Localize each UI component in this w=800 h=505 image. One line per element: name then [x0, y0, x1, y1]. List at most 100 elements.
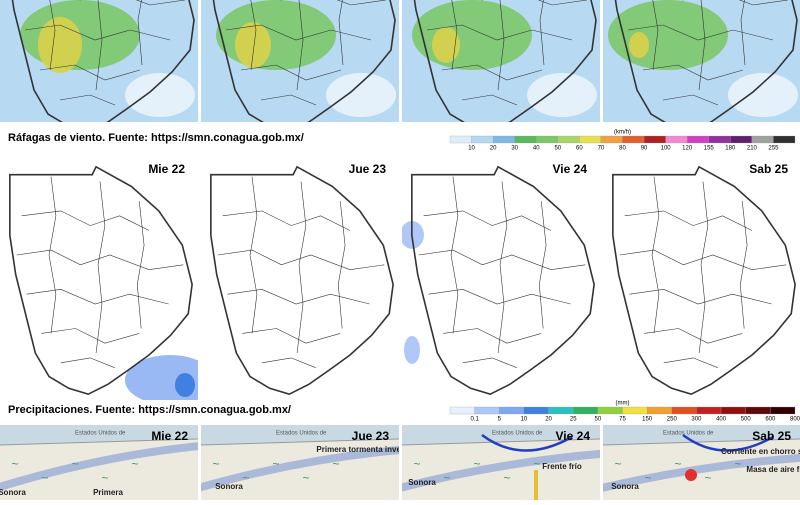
panel-bg [201, 155, 399, 400]
legend-swatch [449, 135, 472, 144]
municipal-border [240, 64, 342, 81]
municipal-border [642, 64, 744, 81]
legend-tick: 400 [716, 417, 727, 423]
wind-symbol: ~ [503, 471, 510, 485]
legend-swatch [523, 406, 549, 415]
legend-tick: 250 [667, 417, 678, 423]
state-map [411, 165, 595, 396]
municipal-border [651, 176, 660, 334]
land [402, 439, 600, 500]
jet-stream [201, 446, 399, 492]
municipal-border [222, 210, 351, 231]
gust-area [38, 17, 82, 73]
state-outline [9, 165, 193, 396]
municipal-border [95, 0, 103, 91]
state-map [612, 165, 796, 396]
state-map [413, 0, 597, 122]
legend-tick: 120 [682, 146, 693, 152]
municipal-border [227, 288, 370, 305]
legend-swatch [449, 406, 475, 415]
jet-stream [0, 442, 198, 492]
legend-tick: 20 [545, 417, 552, 423]
legend-swatch [745, 406, 771, 415]
wind-symbol: ~ [212, 457, 219, 471]
wind-symbol: ~ [302, 471, 309, 485]
legend-swatch [536, 135, 558, 144]
municipal-border [443, 328, 542, 344]
wind-symbol: ~ [644, 471, 651, 485]
wind-symbol: ~ [41, 471, 48, 485]
municipal-border [24, 24, 171, 41]
state-outline [614, 0, 798, 122]
shift [413, 0, 597, 122]
legend-swatch [646, 406, 672, 415]
rain-area [175, 373, 195, 397]
legend-swatch [708, 135, 731, 144]
legend-tick: 155 [704, 146, 715, 152]
map-label: Estados Unidos de [492, 431, 543, 437]
map-label: Masa de aire frío [746, 465, 800, 474]
legend-tick: 800 [790, 417, 800, 423]
municipal-border [497, 0, 505, 91]
legend-tick: 30 [511, 146, 518, 152]
municipal-border [461, 94, 518, 106]
legend-tick: 5 [498, 417, 502, 423]
municipal-border [338, 0, 344, 66]
legend-swatch [665, 135, 688, 144]
municipal-border [497, 181, 508, 354]
legend-tick: 210 [747, 146, 758, 152]
synoptic-panel: ~ ~ ~ ~ ~ Sab 25 Estados Unidos de Corriente en… [603, 425, 800, 500]
municipal-border [337, 201, 346, 329]
legend-swatch [687, 135, 709, 144]
map-label: Estados Unidos de [75, 431, 126, 437]
wind-panel [603, 0, 800, 122]
legend-tick: 10 [468, 146, 475, 152]
jet-stream [603, 453, 800, 492]
legend-tick: 500 [741, 417, 752, 423]
precip-panel: Mie 22 [0, 155, 198, 400]
gust-area [608, 0, 728, 70]
legend-swatch [573, 406, 599, 415]
border [201, 438, 399, 446]
legend-swatch [770, 406, 796, 415]
state-outline [612, 165, 796, 396]
municipal-border [644, 328, 743, 344]
state-outline [212, 0, 396, 122]
gust-area [216, 0, 336, 70]
map-label: Sonora [215, 482, 243, 491]
municipal-border [451, 0, 458, 71]
legend-swatch [720, 406, 746, 415]
state-outline [413, 0, 597, 122]
legend-tick: 50 [595, 417, 602, 423]
municipal-border [59, 94, 116, 106]
municipal-border [95, 181, 106, 354]
precip-caption: Precipitaciones. Fuente: https://smn.con… [8, 404, 291, 416]
wind-symbol: ~ [413, 457, 420, 471]
wind-panel [0, 0, 198, 122]
calm-area [125, 73, 195, 117]
legend-swatch [499, 406, 525, 415]
legend-swatch [730, 135, 753, 144]
synoptic-panel: ~ ~ ~ ~ ~ Vie 24 Estados Unidos de Frente frío S… [402, 425, 600, 500]
legend-tick: 255 [768, 146, 779, 152]
day-label: Jue 23 [352, 429, 390, 443]
municipal-border [260, 94, 317, 106]
cold-front [682, 433, 774, 452]
rain-area [402, 221, 424, 249]
legend-swatch [751, 135, 774, 144]
jet-stream [402, 449, 600, 492]
legend-swatch [773, 135, 796, 144]
shift [612, 165, 796, 396]
wind-symbol: ~ [272, 457, 279, 471]
map-label: Sonora [408, 478, 436, 487]
municipal-border [48, 176, 57, 334]
wind-symbol: ~ [101, 471, 108, 485]
gust-area [432, 27, 460, 63]
day-label: Vie 24 [556, 429, 591, 443]
municipal-border [423, 210, 552, 231]
municipal-border [426, 24, 573, 41]
municipal-border [629, 288, 772, 305]
day-label: Sab 25 [752, 429, 791, 443]
municipal-border [217, 249, 385, 271]
state-map [11, 0, 195, 122]
